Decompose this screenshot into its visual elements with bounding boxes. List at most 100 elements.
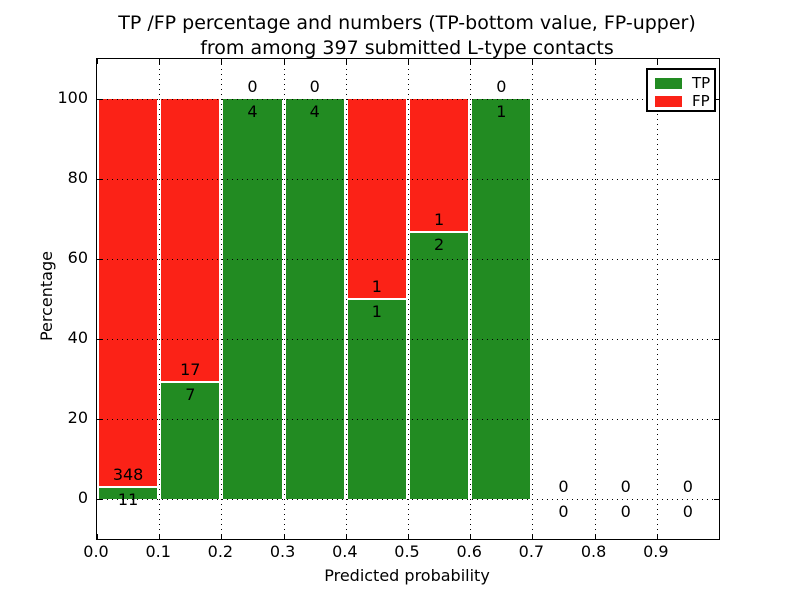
x-tick-top xyxy=(221,59,223,64)
gridline-y-100 xyxy=(97,99,719,100)
x-axis-label: Predicted probability xyxy=(324,566,490,585)
bar-fp-segment xyxy=(347,99,406,299)
y-tick-label: 80 xyxy=(67,168,88,187)
gridline-x-0.6 xyxy=(470,59,472,539)
fp-count-label: 0 xyxy=(558,477,569,496)
bar-segment-separator xyxy=(410,231,469,234)
x-tick-label: 0.7 xyxy=(518,542,545,561)
fp-count-label: 1 xyxy=(371,277,382,296)
x-tick-label: 0.5 xyxy=(394,542,420,561)
x-tick-label: 0.9 xyxy=(643,542,669,561)
x-tick-label: 0.0 xyxy=(83,542,109,561)
bar-segment-separator xyxy=(347,298,406,300)
gridline-x-0.8 xyxy=(594,59,596,539)
fp-count-label: 0 xyxy=(496,77,507,96)
bar-tp-segment xyxy=(99,486,158,499)
bar-fp-segment xyxy=(161,99,220,383)
y-tick-label: 20 xyxy=(67,408,88,427)
tp-count-label: 11 xyxy=(117,489,139,509)
fp-count-label: 0 xyxy=(682,477,693,496)
x-tick-label: 0.6 xyxy=(456,542,482,561)
gridline-x-0.9 xyxy=(656,59,658,539)
gridline-x-0.2 xyxy=(221,59,223,539)
fp-count-label: 17 xyxy=(180,360,201,380)
legend-item-fp: FP xyxy=(655,93,714,110)
gridline-x-0.5 xyxy=(408,59,409,539)
x-tick-top xyxy=(532,59,534,64)
bar-tp-segment xyxy=(161,382,220,499)
y-tick-label: 60 xyxy=(67,248,88,267)
bar-segment-separator xyxy=(161,381,220,384)
x-tick-label: 0.3 xyxy=(269,542,296,561)
bar-fp-segment xyxy=(410,99,469,233)
tp-swatch xyxy=(655,78,682,89)
y-tick-right xyxy=(714,179,719,180)
bar-tp-segment xyxy=(223,99,282,499)
y-tick-label: 100 xyxy=(57,88,88,107)
x-tick-bottom xyxy=(283,534,285,539)
fp-count-label: 0 xyxy=(620,477,631,496)
y-tick-right xyxy=(714,259,719,260)
y-tick-left xyxy=(97,339,102,340)
gridline-y-80 xyxy=(97,179,719,180)
x-tick-top xyxy=(408,59,409,64)
bar-segment-separator xyxy=(99,485,158,488)
x-tick-label: 0.2 xyxy=(207,542,234,561)
bar-tp-segment xyxy=(410,232,469,499)
tp-count-label: 1 xyxy=(371,302,382,321)
y-tick-left xyxy=(97,499,102,500)
y-tick-right xyxy=(714,419,719,420)
chart-title-line-2: from among 397 submitted L-type contacts xyxy=(200,37,614,59)
x-tick-top xyxy=(594,59,596,64)
y-tick-left xyxy=(97,419,102,420)
x-tick-bottom xyxy=(532,534,534,539)
x-tick-top xyxy=(159,59,161,64)
gridline-x-0.7 xyxy=(532,59,534,539)
x-tick-top xyxy=(345,59,347,64)
x-tick-bottom xyxy=(470,534,472,539)
x-tick-top xyxy=(656,59,658,64)
legend-item-tp: TP xyxy=(655,75,714,92)
gridline-y-0 xyxy=(97,499,719,500)
fp-swatch xyxy=(655,96,682,107)
x-tick-top xyxy=(283,59,285,64)
y-tick-label: 0 xyxy=(77,488,88,507)
fp-count-label: 348 xyxy=(112,464,144,484)
y-tick-label: 40 xyxy=(67,328,88,347)
gridline-x-0.4 xyxy=(345,59,347,539)
x-tick-label: 0.8 xyxy=(580,542,607,561)
bar-tp-segment xyxy=(285,99,344,499)
x-tick-bottom xyxy=(97,534,98,539)
tp-count-label: 7 xyxy=(185,385,196,405)
x-tick-top xyxy=(97,59,98,64)
x-tick-bottom xyxy=(408,534,409,539)
x-tick-bottom xyxy=(345,534,347,539)
fp-count-label: 1 xyxy=(434,210,445,230)
legend-item-label: TP xyxy=(692,74,711,92)
x-tick-bottom xyxy=(656,534,658,539)
bar-tp-segment xyxy=(347,299,406,499)
x-tick-top xyxy=(470,59,472,64)
x-tick-label: 0.4 xyxy=(332,542,358,561)
y-tick-left xyxy=(97,179,102,180)
gridline-y-40 xyxy=(97,339,719,340)
y-tick-right xyxy=(714,499,719,500)
tp-count-label: 4 xyxy=(309,102,320,121)
y-tick-left xyxy=(97,99,102,100)
y-tick-right xyxy=(714,339,719,340)
tp-count-label: 0 xyxy=(620,502,631,521)
y-axis-label: Percentage xyxy=(37,251,56,342)
gridline-x-0.1 xyxy=(159,59,161,539)
tp-count-label: 4 xyxy=(247,102,258,121)
chart-title-line-1: TP /FP percentage and numbers (TP-bottom… xyxy=(118,12,696,34)
gridline-y-60 xyxy=(97,259,719,260)
y-tick-left xyxy=(97,259,102,260)
legend-item-label: FP xyxy=(692,92,710,110)
tp-count-label: 0 xyxy=(682,502,693,521)
fp-count-label: 0 xyxy=(309,77,320,96)
bar-fp-segment xyxy=(99,99,158,487)
x-tick-bottom xyxy=(159,534,161,539)
y-tick-right xyxy=(714,99,719,100)
tp-count-label: 2 xyxy=(434,235,445,255)
gridline-x-0.3 xyxy=(283,59,285,539)
